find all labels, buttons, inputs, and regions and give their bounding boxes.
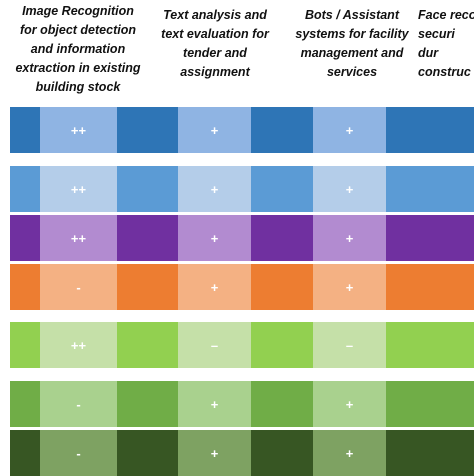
rating-mark: ++ (70, 337, 87, 353)
color-block (386, 322, 474, 368)
header-bots-assistant: Bots / Assistant systems for facility ma… (295, 8, 409, 79)
rating-cell: + (313, 381, 386, 427)
rating-row: ++ + + (0, 166, 474, 212)
rating-mark: + (210, 396, 219, 412)
rating-cell: + (178, 107, 251, 153)
color-block (251, 166, 313, 212)
rating-cell: ++ (40, 107, 117, 153)
rating-mark: – (210, 337, 219, 353)
rating-cell: + (313, 430, 386, 476)
rating-mark: + (210, 445, 219, 461)
color-block (386, 215, 474, 261)
color-block (117, 381, 178, 427)
rating-mark: + (210, 279, 219, 295)
rating-cell: + (313, 264, 386, 310)
rating-cell: – (313, 322, 386, 368)
rating-mark: + (210, 122, 219, 138)
rating-mark: + (345, 445, 354, 461)
color-block (386, 107, 474, 153)
rating-mark: ++ (70, 181, 87, 197)
rating-mark: - (76, 279, 81, 295)
header-face-recognition: Face reco securi dur construc (418, 8, 474, 79)
rating-row: - + + (0, 264, 474, 310)
rating-row: - + + (0, 381, 474, 427)
color-block (386, 264, 474, 310)
rating-cell: ++ (40, 166, 117, 212)
color-block (117, 215, 178, 261)
color-block (251, 381, 313, 427)
color-block (386, 166, 474, 212)
rating-cell: - (40, 430, 117, 476)
color-block (10, 107, 40, 153)
rating-cell: - (40, 264, 117, 310)
header-image-recognition: Image Recognition for object detection a… (15, 4, 141, 94)
rating-row: ++ – – (0, 322, 474, 368)
rating-cell: + (313, 215, 386, 261)
rating-row: ++ + + (0, 107, 474, 153)
color-block (251, 215, 313, 261)
rating-mark: - (76, 445, 81, 461)
rating-cell: + (313, 166, 386, 212)
rating-mark: + (345, 230, 354, 246)
color-block (117, 430, 178, 476)
color-block (251, 430, 313, 476)
rating-mark: + (210, 181, 219, 197)
color-block (386, 381, 474, 427)
header-text-analysis: Text analysis and text evaluation for te… (161, 8, 269, 79)
rating-cell: – (178, 322, 251, 368)
rating-cell: + (178, 215, 251, 261)
color-block (251, 322, 313, 368)
color-block (251, 107, 313, 153)
rating-mark: – (345, 337, 354, 353)
color-block (10, 166, 40, 212)
rating-mark: + (345, 181, 354, 197)
rating-cell: ++ (40, 322, 117, 368)
color-block (10, 322, 40, 368)
color-block (10, 381, 40, 427)
color-block (117, 264, 178, 310)
color-block (117, 322, 178, 368)
rating-row: - + + (0, 430, 474, 476)
color-block (10, 264, 40, 310)
rating-cell: + (178, 264, 251, 310)
color-block (117, 107, 178, 153)
rating-cell: + (178, 166, 251, 212)
rating-cell: - (40, 381, 117, 427)
color-block (117, 166, 178, 212)
color-block (10, 215, 40, 261)
rating-row: ++ + + (0, 215, 474, 261)
rating-mark: + (345, 396, 354, 412)
color-block (251, 264, 313, 310)
rating-cell: + (178, 430, 251, 476)
color-block (10, 430, 40, 476)
rating-cell: + (313, 107, 386, 153)
rating-mark: ++ (70, 122, 87, 138)
color-block (386, 430, 474, 476)
rating-mark: + (345, 279, 354, 295)
rating-mark: - (76, 396, 81, 412)
rating-mark: + (210, 230, 219, 246)
rating-mark: + (345, 122, 354, 138)
rating-cell: + (178, 381, 251, 427)
rating-cell: ++ (40, 215, 117, 261)
rating-mark: ++ (70, 230, 87, 246)
